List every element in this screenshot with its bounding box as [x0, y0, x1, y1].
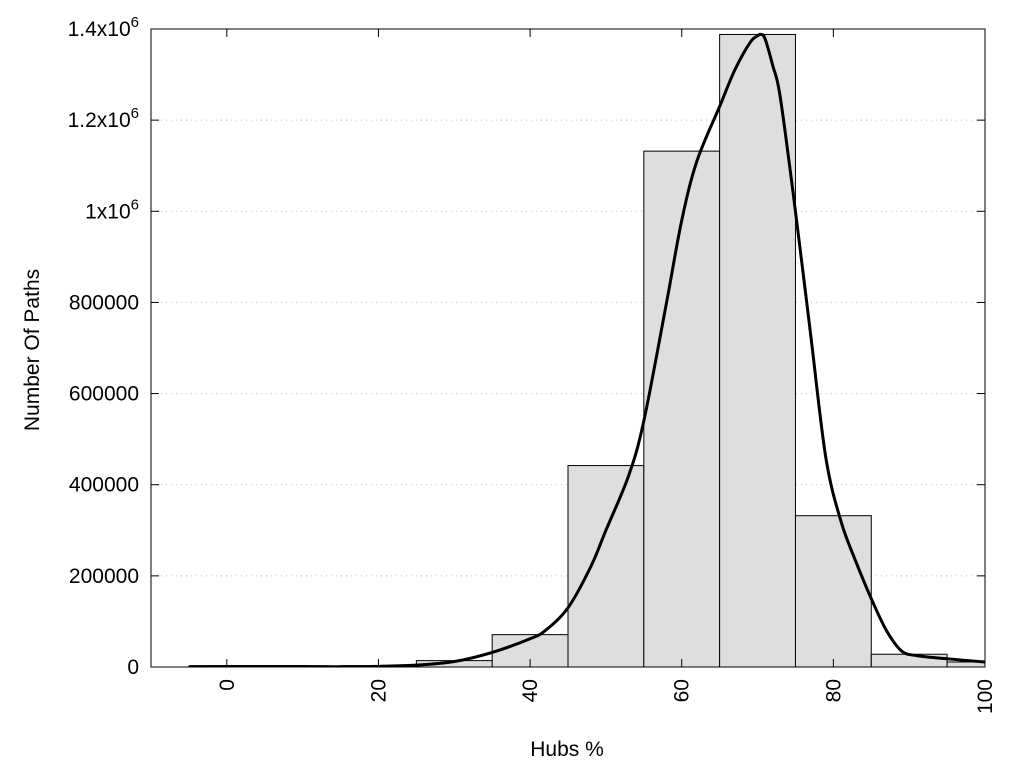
bar-70	[719, 33, 796, 667]
ticks-layer: 0 200000 400000 600000 800000 1x106 1.2x106 1.4…	[68, 14, 997, 714]
bar-80	[794, 515, 872, 667]
y-tick-label-3: 600000	[69, 383, 139, 406]
y-tick-label-7: 1.4x106	[68, 14, 139, 41]
bar-50	[567, 465, 645, 667]
y-tick-label-4: 800000	[69, 291, 139, 314]
x-tick-label-3: 60	[671, 679, 694, 702]
fit-curve	[188, 32, 985, 667]
y-tick-label-1: 200000	[69, 565, 139, 588]
x-tick-label-2: 40	[519, 679, 542, 702]
x-tick-label-1: 20	[367, 679, 390, 702]
plot-frame	[150, 28, 986, 668]
x-tick-label-0: 0	[216, 679, 239, 691]
y-axis-title: Number Of Paths	[21, 269, 44, 431]
curve-layer	[188, 32, 985, 667]
bars-layer	[188, 33, 985, 667]
x-tick-label-5: 100	[974, 679, 997, 714]
bar-90	[870, 653, 948, 667]
x-tick-label-4: 80	[822, 679, 845, 702]
y-tick-label-0: 0	[127, 656, 139, 679]
y-tick-label-5: 1x106	[85, 196, 139, 223]
bar-60	[643, 150, 721, 667]
y-tick-label-2: 400000	[69, 474, 139, 497]
y-tick-label-6: 1.2x106	[68, 105, 139, 132]
x-axis-title: Hubs %	[530, 738, 604, 761]
